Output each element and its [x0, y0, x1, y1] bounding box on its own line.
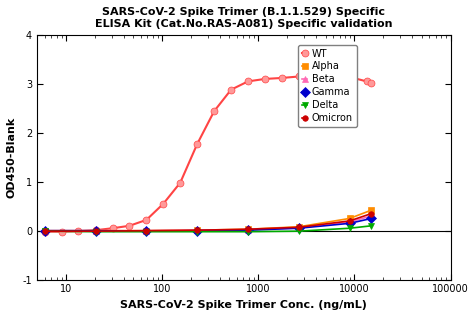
Beta: [245, 228, 251, 232]
WT: [178, 181, 183, 184]
Omicron: [42, 229, 48, 233]
Alpha: [347, 217, 353, 220]
Alpha: [368, 208, 374, 212]
WT: [127, 224, 132, 228]
Beta: [347, 220, 353, 224]
WT: [330, 75, 336, 79]
Gamma: [347, 222, 353, 225]
WT: [109, 226, 115, 230]
Delta: [194, 230, 200, 234]
WT: [76, 229, 81, 233]
Delta: [93, 230, 99, 234]
Alpha: [93, 229, 99, 233]
Delta: [144, 230, 149, 234]
Beta: [42, 229, 48, 233]
Beta: [194, 228, 200, 232]
Line: Omicron: Omicron: [42, 211, 374, 234]
Gamma: [194, 229, 200, 233]
Line: Alpha: Alpha: [42, 207, 375, 234]
Alpha: [42, 229, 48, 233]
WT: [93, 228, 99, 232]
WT: [211, 109, 217, 113]
Legend: WT, Alpha, Beta, Gamma, Delta, Omicron: WT, Alpha, Beta, Gamma, Delta, Omicron: [298, 45, 357, 127]
X-axis label: SARS-CoV-2 Spike Trimer Conc. (ng/mL): SARS-CoV-2 Spike Trimer Conc. (ng/mL): [120, 300, 367, 310]
WT: [296, 74, 302, 78]
Delta: [42, 229, 48, 233]
Omicron: [93, 229, 99, 233]
Alpha: [144, 229, 149, 233]
Delta: [296, 229, 302, 233]
WT: [144, 218, 149, 222]
Beta: [93, 229, 99, 233]
Title: SARS-CoV-2 Spike Trimer (B.1.1.529) Specific
ELISA Kit (Cat.No.RAS-A081) Specifi: SARS-CoV-2 Spike Trimer (B.1.1.529) Spec…: [95, 7, 393, 29]
WT: [228, 88, 234, 92]
WT: [279, 76, 285, 80]
Gamma: [144, 229, 149, 233]
Omicron: [144, 229, 149, 233]
Alpha: [194, 228, 200, 232]
WT: [245, 80, 251, 83]
Gamma: [93, 229, 99, 233]
Beta: [144, 229, 149, 233]
Omicron: [347, 219, 353, 223]
Delta: [347, 226, 353, 230]
Beta: [296, 226, 302, 230]
WT: [262, 77, 268, 81]
Alpha: [245, 227, 251, 231]
Line: Delta: Delta: [42, 222, 375, 235]
Omicron: [296, 225, 302, 229]
Gamma: [42, 229, 48, 233]
WT: [160, 202, 166, 206]
Omicron: [245, 227, 251, 231]
WT: [59, 230, 64, 234]
Gamma: [368, 217, 374, 220]
Gamma: [296, 226, 302, 230]
Omicron: [368, 212, 374, 216]
Line: WT: WT: [42, 73, 375, 235]
WT: [194, 142, 200, 146]
WT: [42, 230, 48, 234]
Y-axis label: OD450-Blank: OD450-Blank: [7, 117, 17, 198]
Line: Beta: Beta: [42, 212, 375, 234]
Gamma: [245, 228, 251, 232]
Line: Gamma: Gamma: [42, 215, 375, 235]
Delta: [368, 224, 374, 228]
Beta: [368, 214, 374, 218]
WT: [368, 81, 374, 85]
Alpha: [296, 225, 302, 229]
Omicron: [194, 228, 200, 232]
WT: [364, 80, 369, 83]
Delta: [245, 230, 251, 234]
WT: [313, 74, 318, 78]
WT: [347, 75, 353, 79]
